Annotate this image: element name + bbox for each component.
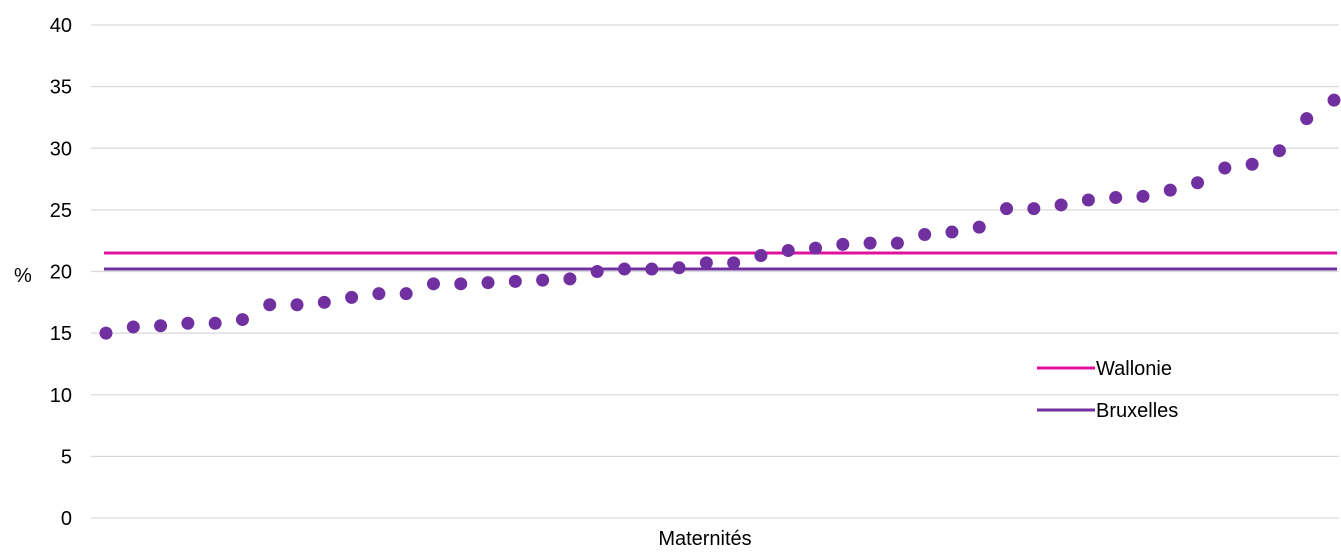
data-point: [672, 261, 686, 275]
data-point: [99, 326, 113, 340]
data-point: [1027, 202, 1041, 216]
data-point: [372, 287, 386, 301]
data-point: [945, 225, 959, 239]
data-point: [426, 277, 440, 291]
data-point: [1218, 161, 1232, 175]
data-point: [645, 262, 659, 276]
legend-item-bruxelles: Bruxelles: [1037, 400, 1178, 422]
y-tick-label: 20: [50, 262, 72, 284]
data-point: [290, 298, 304, 312]
data-point: [536, 273, 550, 287]
data-point: [399, 287, 413, 301]
data-point: [590, 265, 604, 278]
legend-label: Wallonie: [1096, 358, 1172, 380]
legend-label: Bruxelles: [1096, 400, 1178, 422]
y-tick-label: 30: [50, 138, 72, 160]
data-point: [1272, 144, 1286, 158]
data-point: [890, 236, 904, 250]
data-point: [809, 241, 823, 255]
y-tick-label: 0: [61, 508, 72, 530]
data-point: [154, 319, 168, 333]
data-point: [235, 313, 249, 327]
data-point: [836, 237, 850, 251]
data-point: [1081, 193, 1095, 207]
data-point: [317, 295, 331, 309]
data-point: [1327, 93, 1341, 107]
data-point: [481, 276, 495, 290]
data-point: [781, 244, 795, 258]
data-point: [208, 316, 222, 330]
data-point: [181, 316, 195, 330]
data-point: [1191, 176, 1205, 190]
y-axis-ticks: 0 5 10 15 20 25 30 35 40: [50, 15, 72, 530]
data-point: [508, 274, 522, 288]
data-point: [699, 256, 713, 270]
data-point: [1054, 198, 1068, 212]
data-points: [99, 93, 1341, 340]
y-tick-label: 15: [50, 323, 72, 345]
reference-lines: [104, 251, 1337, 271]
gridlines: [91, 24, 1339, 519]
data-point: [972, 220, 986, 234]
data-point: [263, 298, 277, 312]
y-tick-label: 10: [50, 385, 72, 407]
data-point: [1300, 112, 1314, 126]
data-point: [563, 272, 577, 286]
x-axis-label: Maternités: [658, 528, 751, 548]
data-point: [754, 248, 768, 262]
y-tick-label: 25: [50, 200, 72, 222]
data-point: [617, 262, 631, 276]
data-point: [863, 236, 877, 250]
data-point: [918, 228, 932, 242]
data-point: [1109, 191, 1123, 205]
data-point: [1245, 157, 1259, 171]
y-tick-label: 5: [61, 446, 72, 468]
data-point: [345, 290, 359, 304]
legend-item-wallonie: Wallonie: [1037, 358, 1172, 380]
y-axis-label: %: [14, 265, 32, 287]
legend: Wallonie Bruxelles: [1037, 358, 1178, 422]
data-point: [727, 256, 741, 270]
y-tick-label: 35: [50, 77, 72, 99]
data-point: [1163, 183, 1177, 197]
data-point: [1136, 189, 1150, 203]
data-point: [454, 277, 468, 291]
data-point: [1000, 202, 1014, 216]
data-point: [126, 320, 140, 334]
y-tick-label: 40: [50, 15, 72, 37]
